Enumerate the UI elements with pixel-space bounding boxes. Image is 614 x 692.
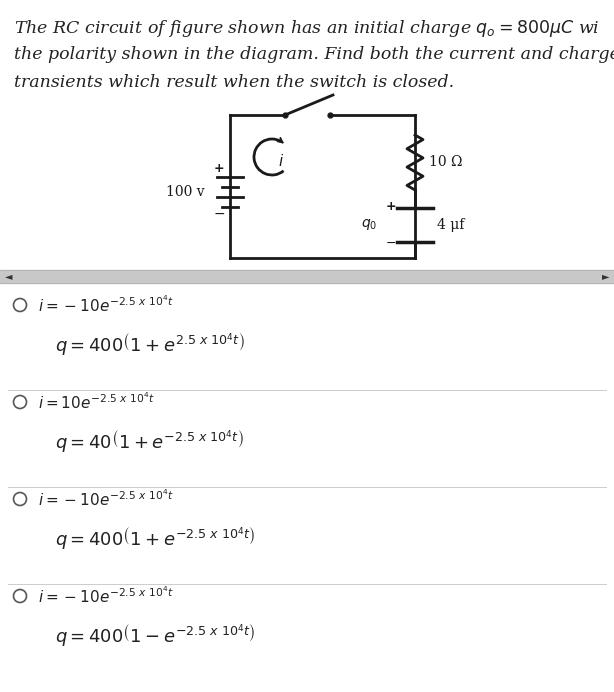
Text: 4 μf: 4 μf (437, 218, 464, 232)
Text: $i = 10e^{-2.5\ x\ 10^4 t}$: $i = 10e^{-2.5\ x\ 10^4 t}$ (38, 392, 155, 412)
Text: $q = 40\left(1 + e^{-2.5\ x\ 10^4 t}\right)$: $q = 40\left(1 + e^{-2.5\ x\ 10^4 t}\rig… (55, 428, 244, 456)
Text: −: − (386, 237, 396, 250)
Text: ◄: ◄ (5, 271, 12, 282)
Text: 10 Ω: 10 Ω (429, 156, 462, 170)
Text: transients which result when the switch is closed.: transients which result when the switch … (14, 74, 454, 91)
Text: $i = -10e^{-2.5\ x\ 10^4 t}$: $i = -10e^{-2.5\ x\ 10^4 t}$ (38, 295, 174, 316)
Text: $q_0$: $q_0$ (360, 217, 377, 233)
Text: +: + (386, 201, 396, 214)
Text: −: − (213, 207, 225, 221)
Text: ►: ► (602, 271, 609, 282)
Text: $q = 400\left(1 + e^{-2.5\ x\ 10^4 t}\right)$: $q = 400\left(1 + e^{-2.5\ x\ 10^4 t}\ri… (55, 525, 255, 553)
Bar (0, 270, 614, 283)
Text: $q = 400\left(1 - e^{-2.5\ x\ 10^4 t}\right)$: $q = 400\left(1 - e^{-2.5\ x\ 10^4 t}\ri… (55, 622, 255, 650)
Text: $q = 400\left(1 + e^{2.5\ x\ 10^4 t}\right)$: $q = 400\left(1 + e^{2.5\ x\ 10^4 t}\rig… (55, 331, 245, 358)
Text: the polarity shown in the diagram. Find both the current and charge: the polarity shown in the diagram. Find … (14, 46, 614, 63)
Text: $i = -10e^{-2.5\ x\ 10^4 t}$: $i = -10e^{-2.5\ x\ 10^4 t}$ (38, 489, 174, 509)
Text: $i$: $i$ (278, 153, 284, 169)
Text: $i = -10e^{-2.5\ x\ 10^4 t}$: $i = -10e^{-2.5\ x\ 10^4 t}$ (38, 585, 174, 606)
Text: 100 v: 100 v (166, 185, 205, 199)
Text: +: + (214, 163, 224, 176)
Text: The RC circuit of figure shown has an initial charge $q_o = 800\mu C$ wi: The RC circuit of figure shown has an in… (14, 18, 600, 39)
